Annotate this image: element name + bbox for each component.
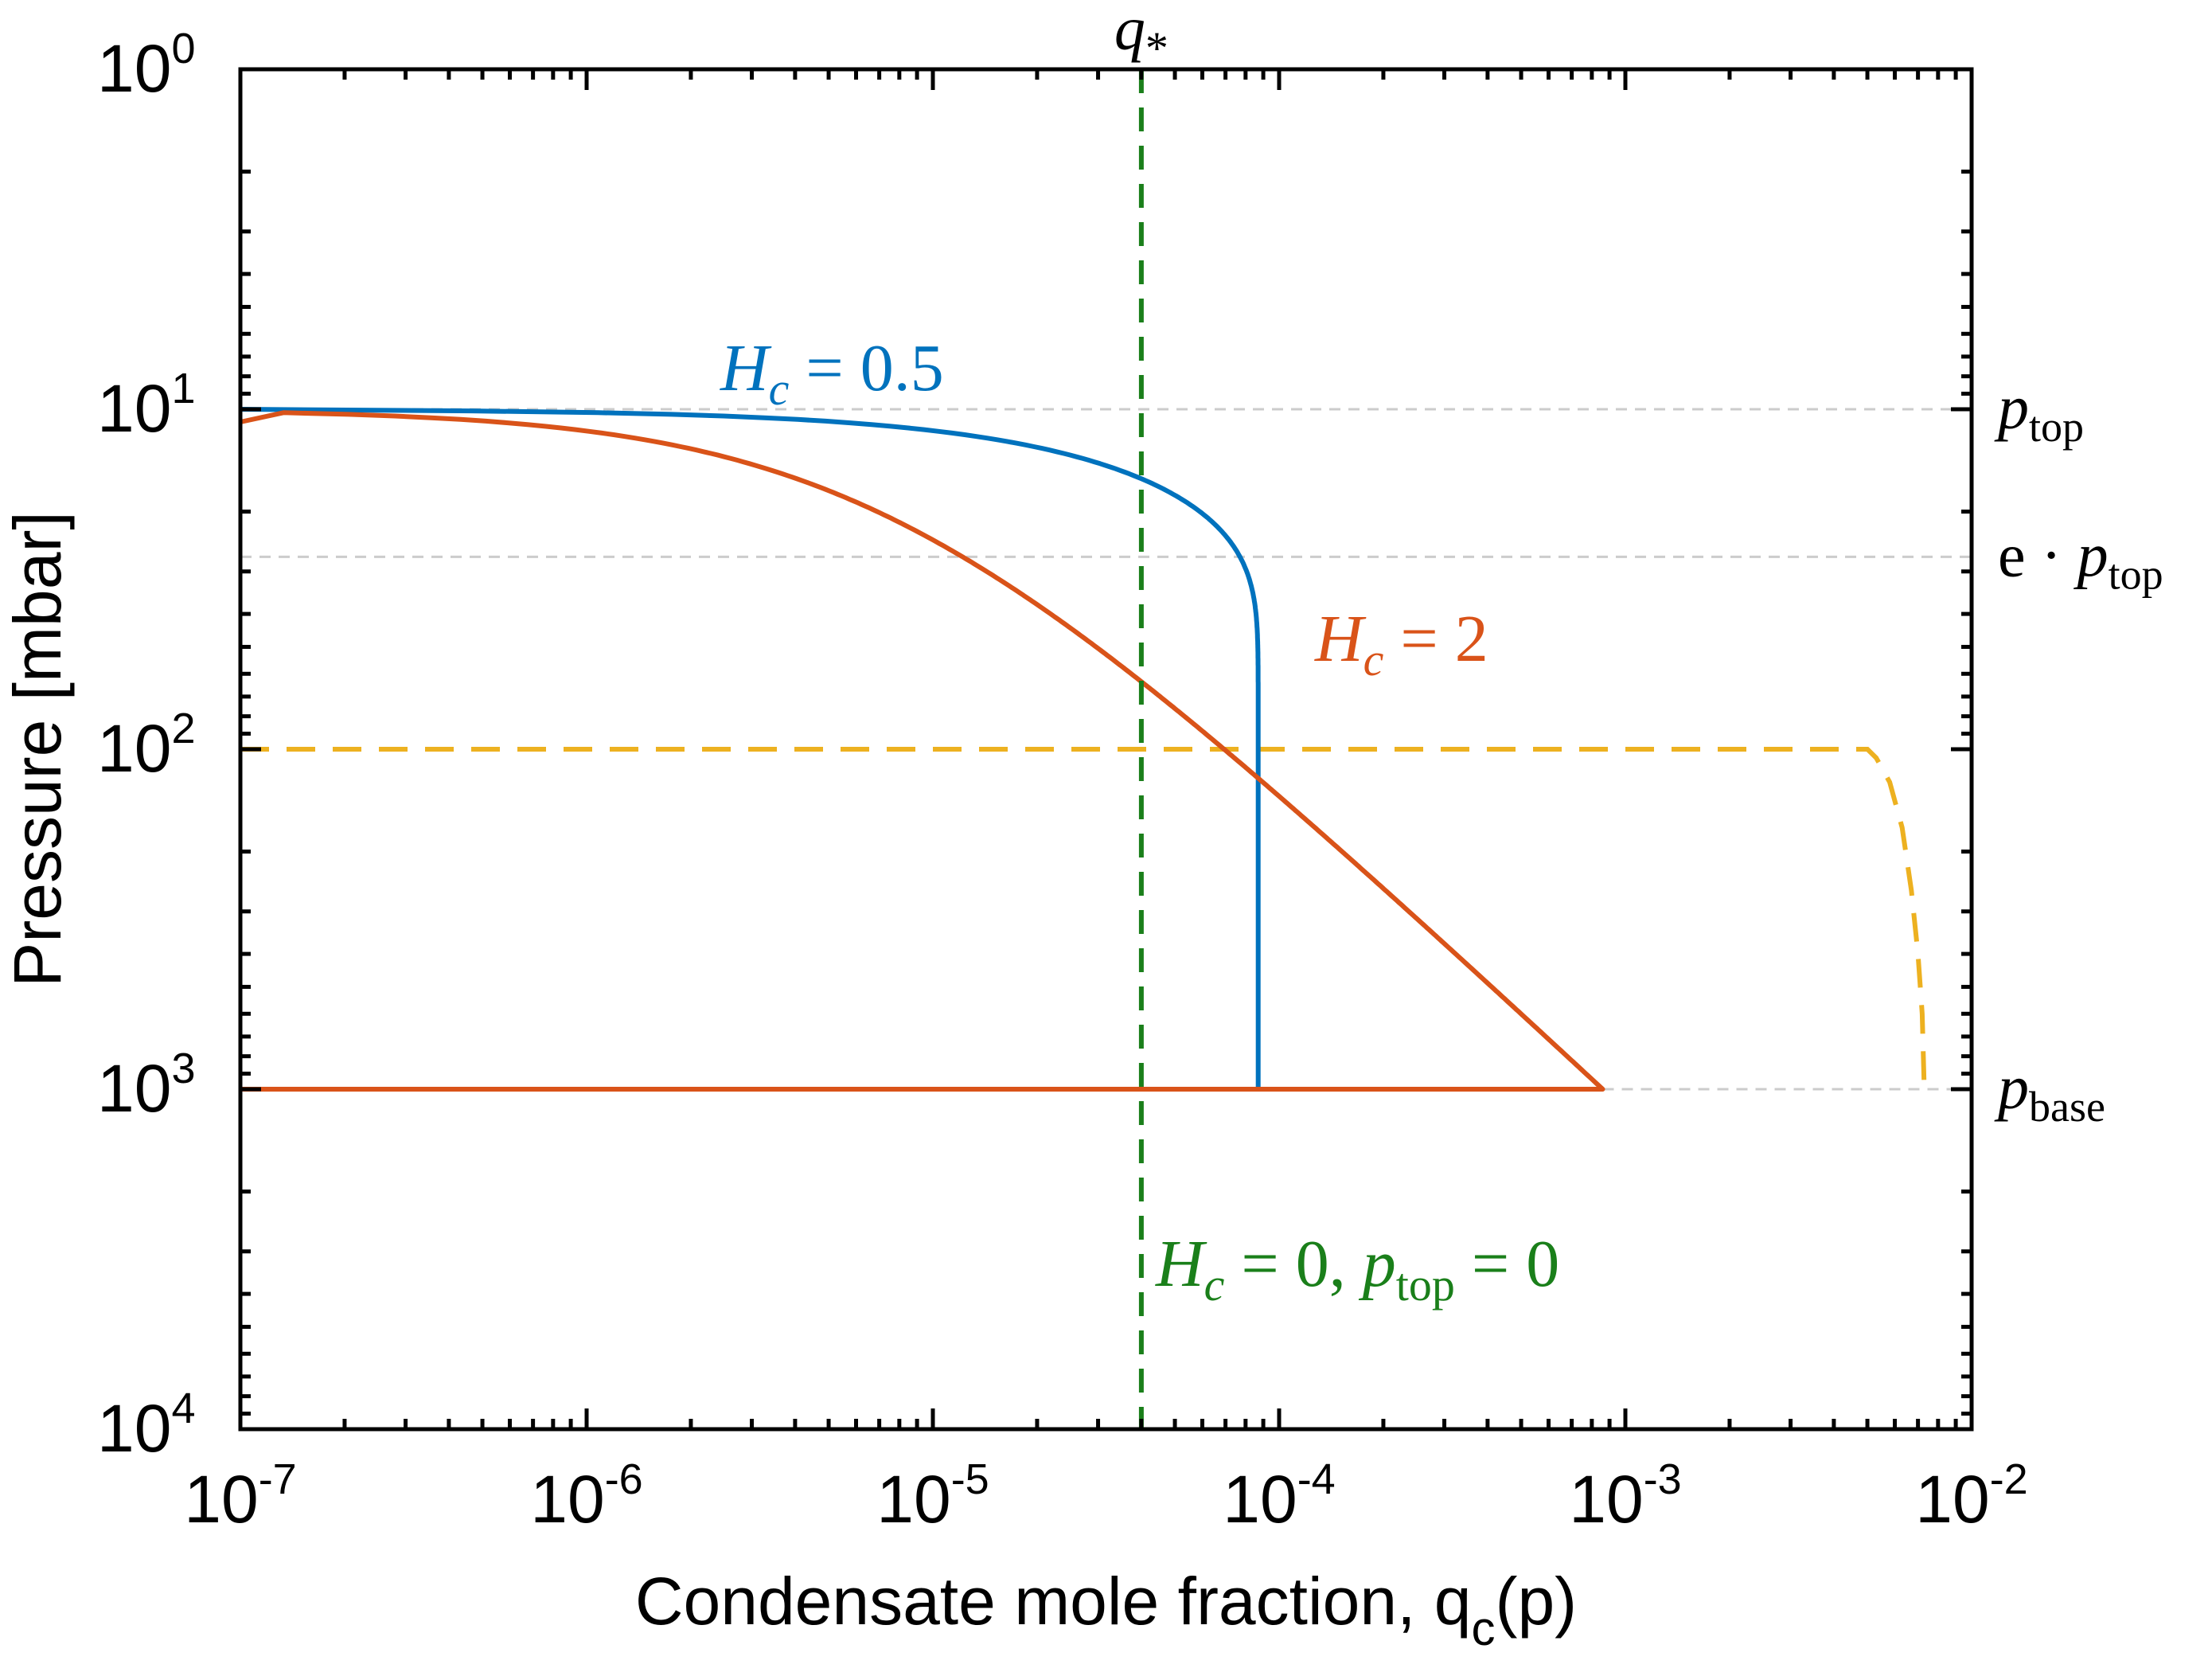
- series-label-hc-0-5-h: H: [720, 331, 772, 405]
- series-label-hc-0-5-eq: = 0.5: [789, 331, 943, 405]
- x-tick-base: 10: [876, 1462, 950, 1537]
- annotation-p: p: [1359, 1227, 1396, 1301]
- series-label-hc-2: Hc = 2: [1314, 602, 1488, 686]
- series-label-hc-2-eq: = 2: [1383, 602, 1488, 676]
- x-tick-label: 10-5: [876, 1455, 989, 1537]
- reference-label-main: p: [1994, 373, 2029, 442]
- reference-label-sub: top: [2109, 550, 2163, 598]
- x-axis-label: Condensate mole fraction, qc(p): [635, 1564, 1577, 1655]
- y-tick-base: 10: [97, 711, 171, 786]
- annotation-h-sub: c: [1204, 1259, 1225, 1311]
- x-axis-label-tail: (p): [1495, 1564, 1577, 1639]
- axes-group: [238, 67, 1974, 1432]
- reference-label-prefix: e ·: [1998, 520, 2077, 589]
- reference-label-p-top: ptop: [1994, 373, 2084, 451]
- x-tick-base: 10: [1223, 1462, 1297, 1537]
- labels-group: 10-7 10-6 10-5 10-4 10-3 10-2100101102103104C…: [0, 0, 2163, 1655]
- series-label-hc-0-5-sub: c: [769, 363, 790, 415]
- annotation-text2: = 0: [1455, 1227, 1559, 1301]
- x-axis-label-sub: c: [1471, 1602, 1495, 1655]
- series-hc-2: [240, 410, 1605, 1092]
- y-tick-label: 103: [97, 1045, 195, 1126]
- series-hc-0-5: [240, 407, 1261, 1092]
- series-label-hc-0-5: Hc = 0.5: [720, 331, 944, 415]
- x-tick-exp: -3: [1644, 1455, 1682, 1503]
- reference-label-e-p-top: e · ptop: [1998, 520, 2163, 598]
- x-tick-base: 10: [530, 1462, 604, 1537]
- y-axis-label: Pressure [mbar]: [0, 511, 75, 987]
- y-tick-exp: 2: [171, 705, 195, 752]
- y-tick-exp: 3: [171, 1045, 195, 1092]
- x-tick-label: 10-3: [1569, 1455, 1681, 1537]
- x-tick-exp: -6: [605, 1455, 643, 1503]
- reference-label-main: p: [2074, 520, 2109, 589]
- q-star-label: q*: [1114, 0, 1168, 74]
- y-tick-base: 10: [97, 371, 171, 446]
- q-star-annotation: Hc = 0, ptop = 0: [1155, 1227, 1559, 1311]
- plot-area: [240, 69, 1972, 1429]
- y-tick-label: 104: [97, 1385, 195, 1466]
- x-tick-label: 10-7: [184, 1455, 296, 1537]
- reference-label-p-base: pbase: [1994, 1053, 2105, 1131]
- x-tick-exp: -4: [1297, 1455, 1336, 1503]
- annotation-p-sub: top: [1396, 1259, 1455, 1311]
- x-axis-label-main: Condensate mole fraction, q: [635, 1564, 1472, 1639]
- x-tick-label: 10-4: [1223, 1455, 1335, 1537]
- y-tick-exp: 4: [171, 1385, 195, 1432]
- x-tick-exp: -5: [951, 1455, 989, 1503]
- q-star-label-sub: *: [1145, 22, 1168, 74]
- reference-label-main: p: [1994, 1053, 2029, 1122]
- y-tick-label: 100: [97, 25, 195, 106]
- x-tick-base: 10: [1569, 1462, 1643, 1537]
- y-tick-exp: 1: [171, 365, 195, 412]
- series-label-hc-2-sub: c: [1363, 634, 1384, 686]
- x-tick-exp: -7: [259, 1455, 297, 1503]
- y-tick-label: 101: [97, 365, 195, 446]
- series-label-hc-2-h: H: [1314, 602, 1367, 676]
- q-star-label-main: q: [1114, 0, 1145, 63]
- reference-label-sub: base: [2029, 1083, 2105, 1131]
- y-tick-base: 10: [97, 31, 171, 106]
- reference-label-sub: top: [2029, 403, 2084, 451]
- x-tick-label: 10-6: [530, 1455, 642, 1537]
- y-tick-base: 10: [97, 1391, 171, 1466]
- x-tick-exp: -2: [1990, 1455, 2028, 1503]
- annotation-h: H: [1155, 1227, 1207, 1301]
- x-tick-label: 10-2: [1915, 1455, 2027, 1537]
- y-tick-base: 10: [97, 1051, 171, 1126]
- x-tick-base: 10: [184, 1462, 258, 1537]
- saturation-curve: [240, 747, 1927, 1090]
- series-group: [240, 69, 1927, 1429]
- plot-background: [240, 69, 1972, 1429]
- reference-lines: [240, 408, 1972, 1091]
- y-tick-exp: 0: [171, 25, 195, 72]
- annotation-text1: = 0,: [1224, 1227, 1362, 1301]
- y-tick-label: 102: [97, 705, 195, 786]
- x-tick-base: 10: [1915, 1462, 1989, 1537]
